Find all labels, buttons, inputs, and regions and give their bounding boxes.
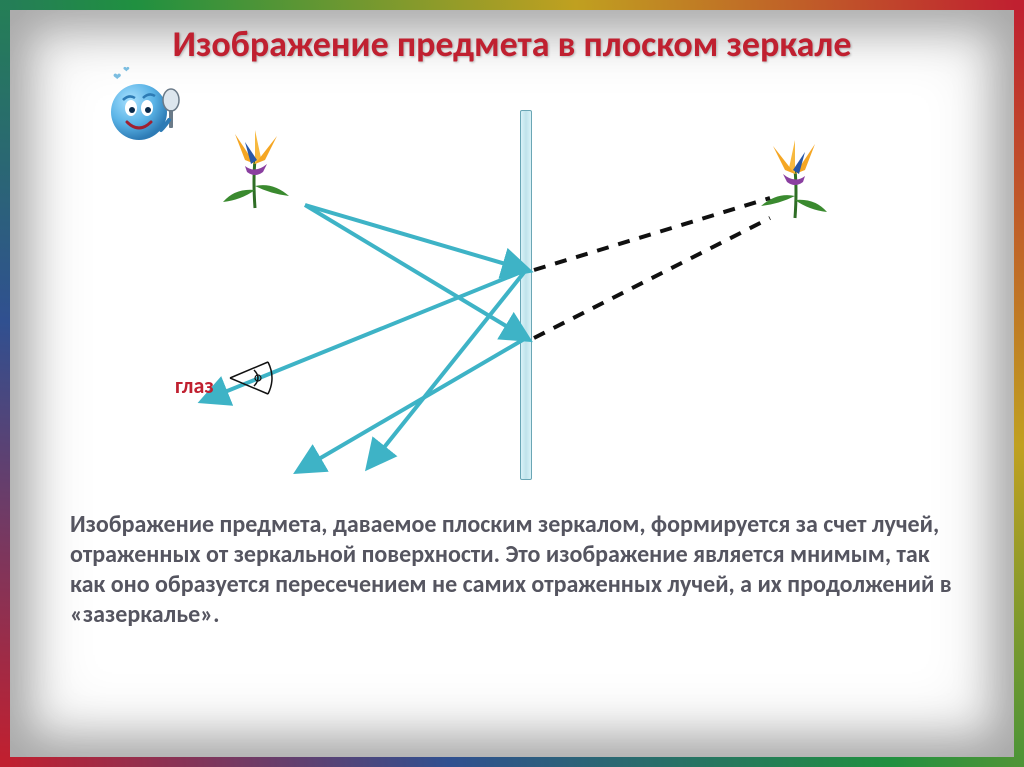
slide-title: Изображение предмета в плоском зеркале [0,22,1024,66]
eye-sketch-icon [228,358,278,398]
description-text: Изображение предмета, даваемое плоским з… [70,510,954,630]
light-rays [50,70,974,490]
eye-label: глаз [175,372,214,399]
mirror-diagram: ❤ ❤ [50,70,974,490]
